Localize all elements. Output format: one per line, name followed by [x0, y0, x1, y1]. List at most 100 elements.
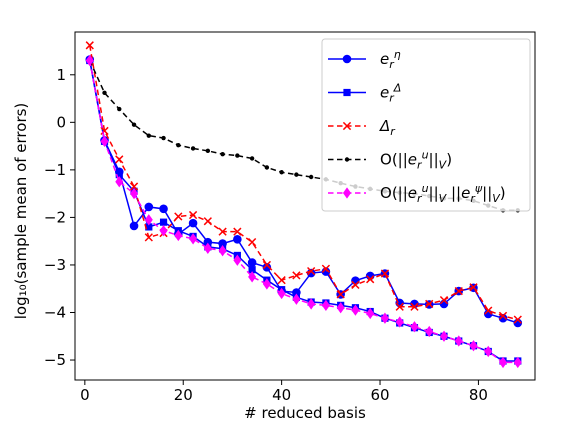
data-point — [307, 298, 316, 310]
legend-entry — [328, 54, 366, 64]
data-point — [117, 106, 122, 112]
data-point — [247, 238, 257, 247]
y-tick-label: −4 — [44, 303, 66, 321]
y-tick-label: −2 — [44, 208, 66, 226]
y-axis-label: log₁₀(sample mean of errors) — [12, 103, 30, 320]
data-point — [176, 142, 181, 148]
data-point — [439, 296, 449, 305]
legend-marker — [343, 88, 351, 97]
legend-marker — [344, 157, 350, 162]
series-line — [89, 60, 518, 212]
axes-frame — [74, 31, 536, 381]
legend-entry — [328, 187, 366, 199]
data-point — [174, 229, 183, 242]
legend-entry — [328, 121, 366, 131]
data-point — [439, 330, 448, 342]
series-4 — [85, 54, 522, 369]
data-point — [100, 126, 109, 136]
data-point — [205, 148, 211, 154]
data-point — [425, 299, 434, 309]
legend-box — [321, 38, 531, 212]
data-point — [131, 122, 137, 127]
data-point — [262, 260, 272, 270]
data-point — [115, 171, 123, 179]
data-point — [235, 153, 240, 158]
data-point — [220, 151, 225, 157]
data-point — [366, 307, 375, 320]
data-point — [188, 210, 198, 220]
data-point — [233, 234, 242, 244]
legend-label: Δr — [379, 117, 396, 138]
data-point — [410, 321, 419, 333]
x-tick-label: 60 — [370, 386, 389, 404]
data-point — [307, 267, 316, 276]
data-point — [292, 271, 301, 280]
data-point — [499, 356, 508, 369]
data-point — [484, 306, 493, 315]
data-point — [161, 135, 166, 141]
data-point — [144, 233, 153, 242]
data-point — [188, 218, 198, 228]
data-point — [439, 299, 449, 309]
data-point — [469, 283, 478, 292]
data-point — [145, 223, 153, 231]
data-point — [277, 276, 286, 285]
data-point — [233, 254, 242, 266]
series-2 — [85, 41, 522, 324]
legend-marker — [342, 187, 352, 199]
legend-marker — [342, 121, 352, 131]
legend-label: erΔ — [380, 82, 401, 105]
data-point — [115, 176, 124, 188]
axes: # reduced basis log₁₀(sample mean of err… — [12, 31, 536, 422]
data-point — [513, 315, 522, 324]
data-point — [395, 302, 404, 311]
data-point — [203, 217, 212, 226]
data-point — [159, 225, 168, 237]
x-tick-label: 80 — [469, 386, 488, 404]
data-point — [351, 304, 360, 316]
data-point — [366, 275, 375, 284]
legend-entry — [328, 88, 366, 97]
data-point — [159, 204, 168, 214]
data-point — [321, 264, 331, 273]
data-point — [159, 218, 168, 226]
plot-area — [85, 41, 523, 369]
legend-entry — [328, 157, 366, 162]
y-tick-label: −5 — [44, 351, 66, 369]
data-point — [115, 155, 124, 164]
data-point — [454, 286, 463, 296]
data-point — [513, 356, 522, 369]
y-tick-label: 1 — [56, 66, 66, 84]
data-point — [174, 212, 183, 221]
y-tick-label: −1 — [44, 161, 66, 179]
data-point — [85, 41, 94, 50]
legend-label: erη — [380, 48, 401, 71]
data-point — [454, 335, 463, 347]
data-point — [321, 299, 330, 312]
data-point — [498, 311, 508, 320]
data-point — [130, 187, 139, 200]
data-point — [351, 280, 360, 290]
data-point — [410, 302, 419, 311]
data-point — [129, 221, 139, 231]
legend-marker — [342, 54, 352, 64]
data-point — [469, 340, 478, 352]
data-point — [380, 269, 390, 278]
data-point — [277, 287, 286, 300]
data-point — [218, 245, 227, 257]
data-point — [279, 170, 284, 175]
data-point — [425, 325, 434, 338]
data-point — [248, 266, 256, 274]
data-point — [292, 293, 301, 305]
data-point — [102, 90, 107, 96]
data-point — [146, 133, 151, 138]
data-point — [249, 156, 255, 161]
legend-label: O(||eru||V) — [380, 149, 452, 172]
y-tick-label: 0 — [56, 113, 66, 131]
data-point — [144, 202, 154, 212]
x-tick-label: 40 — [272, 386, 291, 404]
data-point — [380, 312, 389, 324]
data-point — [189, 233, 198, 245]
legend: erη erΔ Δr O(||eru||V) O(||eru||V ||erψ||V) — [321, 38, 531, 212]
